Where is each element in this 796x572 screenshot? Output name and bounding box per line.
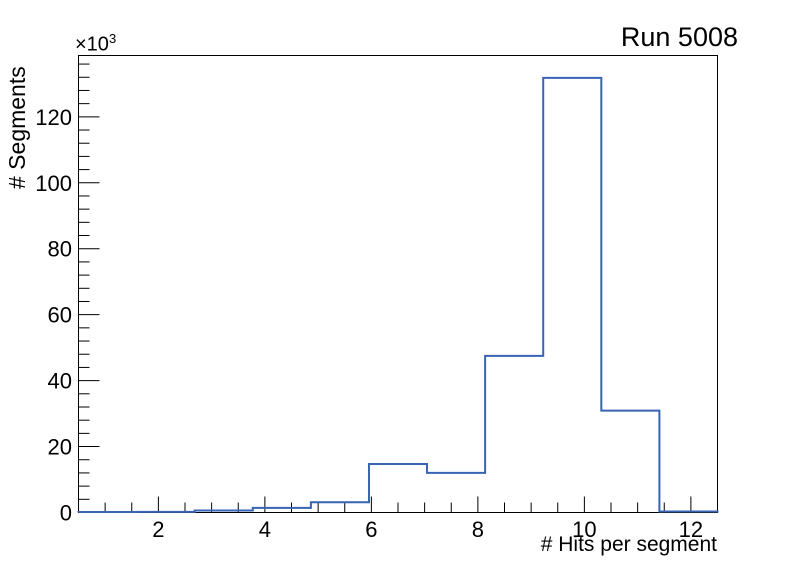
histogram-line <box>77 76 719 514</box>
y-tick-label: 40 <box>48 369 72 394</box>
y-axis-tick-labels: 0 20 40 60 80 100 120 <box>35 105 72 526</box>
y-tick-label: 100 <box>35 171 72 196</box>
x-tick-label: 4 <box>259 517 271 542</box>
y-tick-label: 60 <box>48 303 72 328</box>
y-axis-title: # Segments <box>4 66 30 189</box>
x-axis-ticks <box>104 496 692 513</box>
y-axis-ticks <box>78 63 100 513</box>
y-axis-multiplier-exponent: 3 <box>108 31 117 46</box>
plot-frame <box>78 55 718 513</box>
x-tick-label: 8 <box>472 517 484 542</box>
y-tick-label: 80 <box>48 237 72 262</box>
y-axis-multiplier-base: ×10 <box>75 33 109 56</box>
x-tick-label: 2 <box>152 517 164 542</box>
frame-border <box>78 55 718 513</box>
y-tick-label: 20 <box>48 435 72 460</box>
y-tick-label: 0 <box>60 501 72 526</box>
x-tick-label: 10 <box>572 517 596 542</box>
x-tick-label: 12 <box>679 517 703 542</box>
x-axis-tick-labels: 2 4 6 8 10 12 <box>152 517 703 542</box>
x-tick-label: 6 <box>365 517 377 542</box>
y-tick-label: 120 <box>35 105 72 130</box>
histogram-series <box>77 76 719 514</box>
y-axis-multiplier: ×103 <box>75 31 116 57</box>
x-axis-title: # Hits per segment <box>540 533 717 556</box>
plot-title: Run 5008 <box>620 22 738 52</box>
